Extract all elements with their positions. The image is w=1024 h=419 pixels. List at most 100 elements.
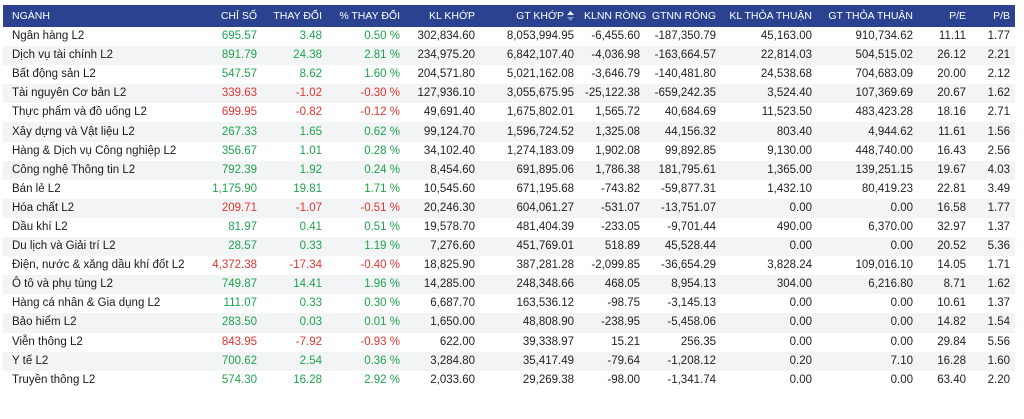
sector-name: Bất động sản L2	[12, 68, 96, 81]
column-header[interactable]: GT KHỚP	[480, 5, 579, 27]
cell: 28.57	[194, 237, 262, 257]
cell: 700.62	[194, 351, 262, 371]
cell: 490.00	[776, 220, 812, 233]
table-row[interactable]: Ô tô và phụ tùng L2 749.87 14.41 1.96 % 14,2…	[3, 275, 1015, 295]
cell: 2.20	[987, 373, 1010, 386]
cell: 0.00	[890, 297, 913, 310]
cell: 10.61	[937, 297, 966, 310]
table-row[interactable]: Dịch vụ tài chính L2 891.79 24.38 2.81 % 234…	[3, 46, 1015, 66]
cell: 15.21	[611, 335, 640, 348]
cell: 749.87	[194, 275, 262, 295]
cell: 6,687.70	[430, 297, 475, 310]
cell: 2.56	[987, 144, 1010, 157]
column-header[interactable]: CHỈ SỐ	[194, 5, 262, 27]
cell: 339.63	[194, 84, 262, 104]
cell: 0.01 %	[327, 313, 405, 333]
table-row[interactable]: Công nghệ Thông tin L2 792.39 1.92 0.24 % 8,…	[3, 160, 1015, 180]
cell: 1.54	[971, 313, 1015, 333]
table-row[interactable]: Y tế L2 700.62 2.54 0.36 % 3,284.80 35,417.49…	[3, 351, 1015, 371]
cell: 99,124.70	[405, 122, 480, 142]
cell: 2.12	[987, 68, 1010, 81]
table-row[interactable]: Xây dựng và Vật liệu L2 267.33 1.65 0.62 % 9…	[3, 122, 1015, 142]
column-header[interactable]: KL KHỚP	[405, 5, 480, 27]
cell: 0.28 %	[364, 144, 400, 157]
column-header[interactable]: GTNN RÒNG	[645, 5, 721, 27]
cell: 111.07	[223, 297, 257, 310]
cell: 4,372.38	[212, 259, 257, 272]
cell: -0.93 %	[360, 335, 400, 348]
cell: 2.81 %	[327, 46, 405, 66]
cell: 2.21	[971, 46, 1015, 66]
cell: -531.07	[579, 198, 645, 218]
cell: 139,251.15	[817, 160, 918, 180]
table-row[interactable]: Hàng & Dịch vụ Công nghiệp L2 356.67 1.01 0…	[3, 142, 1015, 161]
table-row[interactable]: Dầu khí L2 81.97 0.41 0.51 % 19,578.70 481,40…	[3, 218, 1015, 237]
table-row[interactable]: Bán lẻ L2 1,175.90 19.81 1.71 % 10,545.60 671…	[3, 180, 1015, 199]
cell: 1.60	[971, 351, 1015, 371]
cell: 1,175.90	[212, 182, 257, 195]
column-header[interactable]: THAY ĐỔI	[262, 5, 327, 27]
cell: 1,565.72	[595, 106, 640, 119]
column-header[interactable]: % THAY ĐỔI	[327, 5, 405, 27]
table-row[interactable]: Bảo hiểm L2 283.50 0.03 0.01 % 1,650.00 48,80…	[3, 313, 1015, 333]
table-row[interactable]: Truyền thông L2 574.30 16.28 2.92 % 2,033.60…	[3, 371, 1015, 390]
column-header[interactable]: GT THỎA THUẬN	[817, 5, 918, 27]
cell: 792.39	[194, 160, 262, 180]
sort-icon[interactable]	[567, 11, 574, 22]
table-row[interactable]: Viễn thông L2 843.95 -7.92 -0.93 % 622.00 39,…	[3, 333, 1015, 352]
column-header[interactable]: P/B	[971, 5, 1015, 27]
column-header[interactable]: KL THỎA THUẬN	[721, 5, 817, 27]
table-row[interactable]: Hóa chất L2 209.71 -1.07 -0.51 % 20,246.30 60…	[3, 198, 1015, 218]
cell: 0.00	[890, 373, 913, 386]
cell: 14.82	[918, 313, 971, 333]
table-row[interactable]: Hàng cá nhân & Gia dụng L2 111.07 0.33 0.30…	[3, 294, 1015, 313]
column-header-label: GT KHỚP	[516, 10, 564, 22]
table-row[interactable]: Điện, nước & xăng dầu khí đốt L2 4,372.38…	[3, 256, 1015, 275]
cell: 604,061.27	[480, 198, 579, 218]
cell: 1.62	[971, 275, 1015, 295]
cell: 7,276.60	[405, 237, 480, 257]
cell: 387,281.28	[516, 259, 574, 272]
cell: 44,156.32	[645, 122, 721, 142]
column-header[interactable]: P/E	[918, 5, 971, 27]
cell: 910,734.62	[855, 30, 913, 43]
cell: 5.36	[971, 237, 1015, 257]
cell: 8,954.13	[645, 275, 721, 295]
column-header-label: NGÀNH	[12, 10, 50, 22]
cell: -163,664.57	[645, 46, 721, 66]
table-row[interactable]: Tài nguyên Cơ bản L2 339.63 -1.02 -0.30 % 12…	[3, 84, 1015, 104]
table-row[interactable]: Bất động sản L2 547.57 8.62 1.60 % 204,571.8…	[3, 65, 1015, 84]
column-header-label: THAY ĐỔI	[273, 10, 322, 22]
cell: -36,654.29	[661, 259, 716, 272]
cell: 107,369.69	[817, 84, 918, 104]
cell: 0.00	[789, 297, 812, 310]
cell: -13,751.07	[645, 198, 721, 218]
cell: 5.56	[987, 335, 1010, 348]
cell: 3,284.80	[405, 351, 480, 371]
cell: 267.33	[194, 122, 262, 142]
cell: 1.71	[987, 259, 1010, 272]
cell: 0.30 %	[364, 297, 400, 310]
sector-table: NGÀNH CHỈ SỐ THAY ĐỔI % THAY ĐỔI KL KHỚP GT K…	[3, 5, 1015, 390]
cell: -0.82	[295, 106, 322, 119]
cell: 19.81	[293, 182, 322, 195]
column-header[interactable]: KLNN RÒNG	[579, 5, 646, 27]
cell: 1,902.08	[595, 144, 640, 157]
cell: 518.89	[579, 237, 645, 257]
table-row[interactable]: Du lịch và Giải trí L2 28.57 0.33 1.19 % 7,2…	[3, 237, 1015, 257]
cell: -0.30 %	[327, 84, 405, 104]
column-header[interactable]: NGÀNH	[3, 5, 194, 27]
sector-name: Xây dựng và Vật liệu L2	[3, 122, 194, 142]
cell: 6,370.00	[868, 220, 913, 233]
sector-name: Tài nguyên Cơ bản L2	[3, 84, 194, 104]
cell: 11.11	[938, 30, 966, 43]
cell: 0.00	[721, 198, 817, 218]
table-row[interactable]: Ngân hàng L2 695.57 3.48 0.50 % 302,834.60 8,…	[3, 27, 1015, 46]
table-row[interactable]: Thực phẩm và đồ uống L2 699.95 -0.82 -0.12 …	[3, 103, 1015, 122]
cell: 22.81	[937, 182, 966, 195]
cell: 7.10	[817, 351, 918, 371]
cell: 0.00	[789, 335, 812, 348]
cell: 0.00	[817, 313, 918, 333]
cell: 504,515.02	[817, 46, 918, 66]
